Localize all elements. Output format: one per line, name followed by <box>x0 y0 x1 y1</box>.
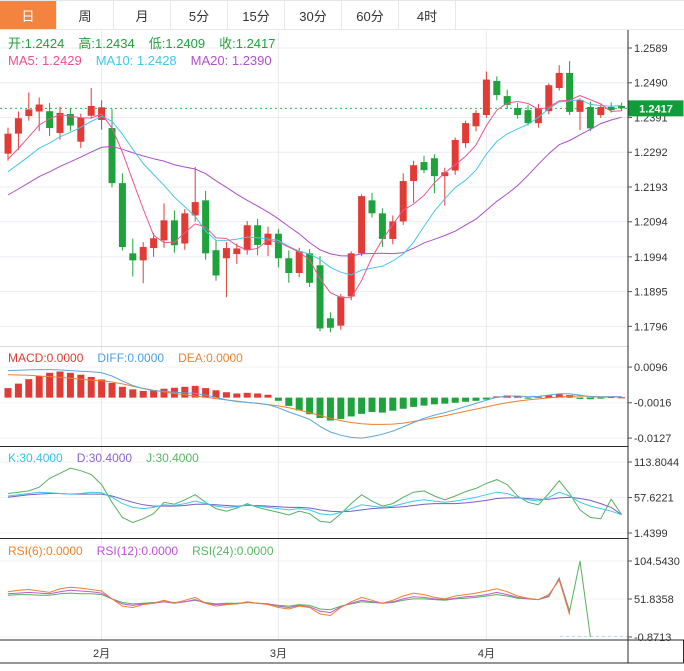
axis-label: 1.1994 <box>634 252 668 264</box>
axis-label: 104.5430 <box>634 556 680 568</box>
timeframe-tabbar: 日周月 5分 15分 30分 60分 4时 <box>0 0 684 30</box>
tab-week[interactable]: 周 <box>57 1 114 29</box>
y-axis-labels: 1.25891.24901.23911.22921.21931.20941.19… <box>628 43 680 644</box>
tab-4hour[interactable]: 4时 <box>399 1 456 29</box>
tab-15min[interactable]: 15分 <box>228 1 285 29</box>
axis-label: 57.6221 <box>634 493 674 505</box>
tab-5min[interactable]: 5分 <box>171 1 228 29</box>
axis-label: 1.2490 <box>634 78 668 90</box>
price-tag-value: 1.2417 <box>639 103 673 115</box>
frame-layer <box>0 30 684 664</box>
axis-label: 1.2094 <box>634 217 668 229</box>
tab-60min[interactable]: 60分 <box>342 1 399 29</box>
axis-label: 1.2589 <box>634 43 668 55</box>
tab-month[interactable]: 月 <box>114 1 171 29</box>
axis-label: 2月 <box>93 648 110 660</box>
current-price-tag: 1.2417 <box>628 100 684 117</box>
axis-label: 0.0096 <box>634 362 668 374</box>
axis-label: 1.1895 <box>634 287 668 299</box>
axis-label: -0.8713 <box>634 632 671 644</box>
price-tag-box <box>628 100 684 117</box>
axis-label: 51.8358 <box>634 594 674 606</box>
macd-panel <box>4 369 628 439</box>
candles-layer <box>4 60 626 333</box>
tab-day[interactable]: 日 <box>0 1 57 29</box>
axis-label: -0.0016 <box>634 398 671 410</box>
axis-label: 1.1796 <box>634 321 668 333</box>
tab-30min[interactable]: 30分 <box>285 1 342 29</box>
axis-label: -0.0127 <box>634 433 671 445</box>
axis-label: 3月 <box>270 648 287 660</box>
rsi-panel <box>7 560 628 638</box>
kdj-panel <box>7 467 623 524</box>
axis-label: 4月 <box>478 648 495 660</box>
axis-label: 1.2193 <box>634 182 668 194</box>
axis-label: 113.8044 <box>634 457 679 469</box>
ma-lines-layer <box>7 95 622 299</box>
grid-layer <box>0 31 628 640</box>
axis-label: 1.2292 <box>634 147 668 159</box>
x-axis-labels: 2月 3月 4月 <box>93 648 495 660</box>
axis-label: 1.4399 <box>634 528 668 540</box>
